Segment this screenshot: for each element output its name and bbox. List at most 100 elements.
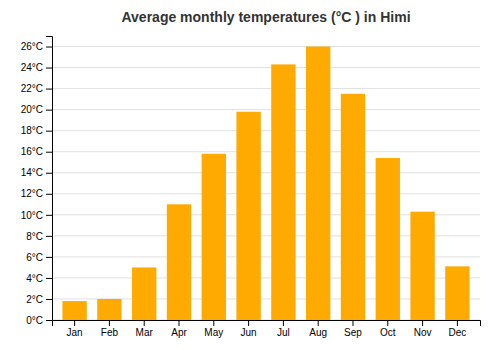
y-tick-label: 12°C <box>21 188 43 199</box>
x-tick: Oct <box>380 320 396 338</box>
y-tick-mark <box>46 215 52 216</box>
y-tick-label: 20°C <box>21 104 43 115</box>
x-tick: Mar <box>136 320 154 338</box>
y-tick-mark <box>46 47 52 48</box>
bar <box>202 154 226 320</box>
y-tick: 14°C <box>21 167 52 178</box>
x-tick-label: Oct <box>380 327 396 338</box>
bar <box>271 64 295 320</box>
bar <box>341 94 365 320</box>
x-tick: Aug <box>309 320 327 338</box>
y-tick-mark <box>46 194 52 195</box>
x-tick-mark <box>387 320 388 326</box>
grid-line <box>52 193 480 194</box>
x-axis: Jan Feb Mar Apr May Jun Jul Aug Sep Oct Nov Dec <box>53 320 481 338</box>
x-tick-label: May <box>204 327 223 338</box>
y-tick-mark <box>46 131 52 132</box>
x-tick-label: Jul <box>277 327 290 338</box>
bar <box>167 204 191 320</box>
x-tick-label: Feb <box>101 327 119 338</box>
x-tick: Jan <box>67 320 83 338</box>
y-tick: 18°C <box>21 125 52 136</box>
y-tick-mark <box>46 236 52 237</box>
x-tick-label: Mar <box>136 327 154 338</box>
x-tick-mark <box>213 320 214 326</box>
y-tick-mark <box>46 89 52 90</box>
x-tick-mark <box>144 320 145 326</box>
x-tick-label: Aug <box>309 327 327 338</box>
grid-line <box>52 109 480 110</box>
y-tick: 22°C <box>21 83 52 94</box>
x-tick-label: Dec <box>448 327 466 338</box>
y-tick-mark <box>46 320 52 321</box>
x-tick: Nov <box>414 320 432 338</box>
y-tick-mark <box>46 278 52 279</box>
y-tick: 10°C <box>21 210 52 221</box>
grid-line <box>52 151 480 152</box>
bar <box>97 299 121 320</box>
y-tick-mark <box>46 299 52 300</box>
bar <box>132 267 156 320</box>
y-tick: 26°C <box>21 41 52 52</box>
y-tick: 0°C <box>26 315 52 326</box>
y-tick: 2°C <box>26 294 52 305</box>
y-tick: 6°C <box>26 252 52 263</box>
x-tick-mark <box>352 320 353 326</box>
x-tick: Jul <box>277 320 290 338</box>
bars <box>62 47 469 320</box>
x-tick-label: Nov <box>414 327 432 338</box>
x-axis-line <box>53 321 481 327</box>
grid-line <box>52 67 480 68</box>
title: Average monthly temperatures (°C ) in Hi… <box>121 9 410 25</box>
bar <box>410 212 434 320</box>
y-axis: 0°C 2°C 4°C 6°C 8°C 10°C 12°C 14°C 16°C 18°C 20°C 2… <box>21 37 53 326</box>
bar <box>306 47 330 320</box>
y-tick-label: 22°C <box>21 83 43 94</box>
y-tick: 4°C <box>26 273 52 284</box>
x-tick-label: Sep <box>344 327 362 338</box>
x-tick: Jun <box>241 320 257 338</box>
x-tick-mark <box>422 320 423 326</box>
y-tick-mark <box>46 110 52 111</box>
x-tick-mark <box>74 320 75 326</box>
grid-line <box>52 172 480 173</box>
y-tick-label: 0°C <box>26 315 43 326</box>
y-tick-label: 18°C <box>21 125 43 136</box>
x-tick-label: Apr <box>171 327 187 338</box>
y-tick-mark <box>46 173 52 174</box>
y-tick-label: 2°C <box>26 294 43 305</box>
y-tick-label: 16°C <box>21 146 43 157</box>
x-tick-label: Jun <box>241 327 257 338</box>
x-tick-mark <box>179 320 180 326</box>
x-tick-label: Jan <box>67 327 83 338</box>
y-tick-label: 8°C <box>26 231 43 242</box>
grid-line <box>52 130 480 131</box>
y-tick: 24°C <box>21 62 52 73</box>
x-tick-mark <box>457 320 458 326</box>
y-tick-mark <box>46 152 52 153</box>
y-tick-label: 10°C <box>21 210 43 221</box>
y-tick: 16°C <box>21 146 52 157</box>
y-tick-label: 6°C <box>26 252 43 263</box>
bar <box>62 301 86 320</box>
x-tick-mark <box>248 320 249 326</box>
y-tick: 12°C <box>21 188 52 199</box>
x-tick: Apr <box>171 320 187 338</box>
y-tick-label: 26°C <box>21 41 43 52</box>
grid-line <box>52 46 480 47</box>
x-tick-mark <box>283 320 284 326</box>
grid-line <box>52 88 480 89</box>
y-tick-mark <box>46 68 52 69</box>
y-tick: 20°C <box>21 104 52 115</box>
y-tick-label: 4°C <box>26 273 43 284</box>
bar <box>445 266 469 320</box>
y-axis-line <box>46 37 53 321</box>
x-tick-mark <box>109 320 110 326</box>
chart: 0°C 2°C 4°C 6°C 8°C 10°C 12°C 14°C 16°C 18°C 20°C 2… <box>0 0 500 350</box>
x-tick: Feb <box>101 320 119 338</box>
y-tick-mark <box>46 257 52 258</box>
grid <box>52 47 480 320</box>
bar <box>236 112 260 320</box>
y-tick-label: 24°C <box>21 62 43 73</box>
plot: 0°C 2°C 4°C 6°C 8°C 10°C 12°C 14°C 16°C 18°C 20°C 2… <box>21 37 481 339</box>
